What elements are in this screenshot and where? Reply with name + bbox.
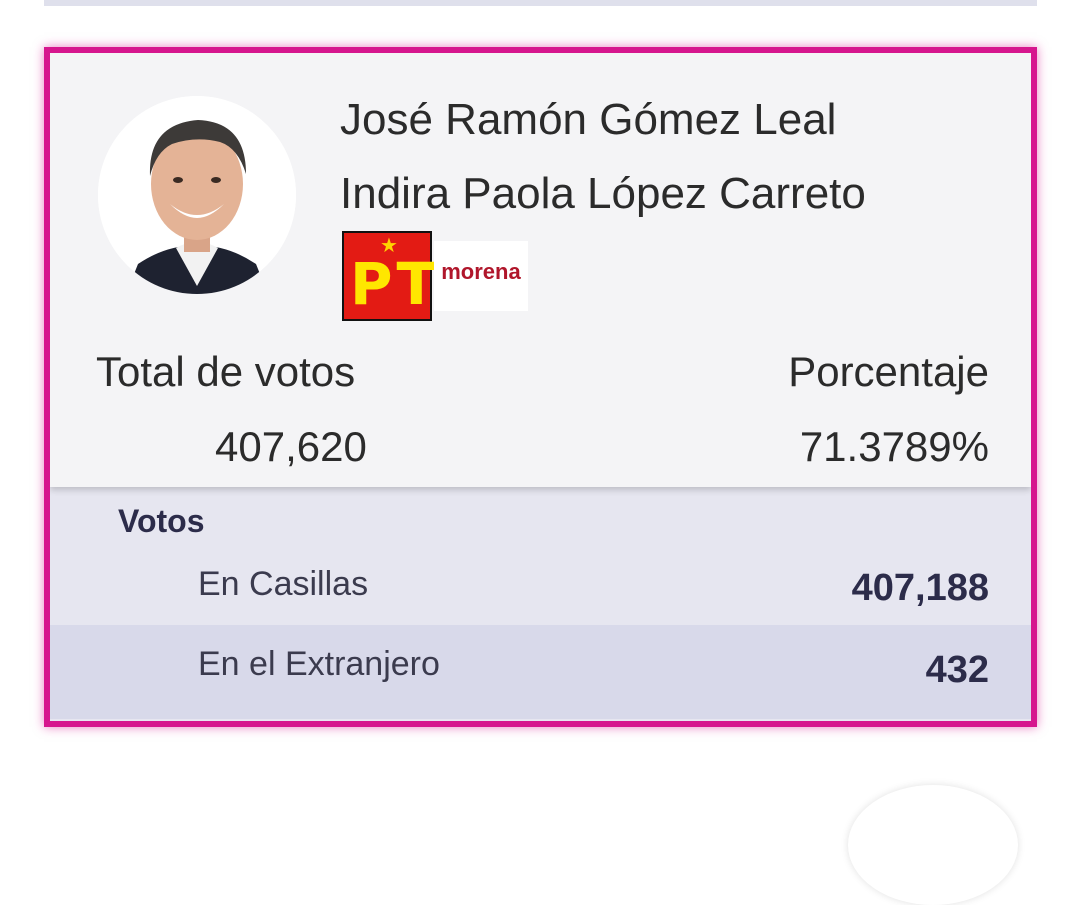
percentage-label: Porcentaje — [788, 348, 989, 395]
candidate-result-card[interactable]: José Ramón Gómez Leal Indira Paola López… — [44, 47, 1037, 727]
row-label-extranjero: En el Extranjero — [198, 645, 440, 683]
row-value-extranjero: 432 — [925, 649, 989, 691]
top-divider — [44, 0, 1037, 6]
total-votes-value: 407,620 — [215, 423, 367, 470]
morena-party-logo: morena — [434, 241, 528, 311]
pt-logo-letters: PT — [350, 250, 441, 318]
row-value-casillas: 407,188 — [851, 567, 989, 609]
candidate-portrait-icon — [98, 96, 296, 294]
floating-action-button[interactable] — [848, 785, 1018, 905]
total-votes-label: Total de votos — [96, 348, 356, 395]
pt-party-logo: ★ PT — [342, 231, 436, 321]
table-row: En Casillas 407,188 — [50, 545, 1031, 639]
candidate-name-primary: José Ramón Gómez Leal — [340, 95, 837, 144]
card-header: José Ramón Gómez Leal Indira Paola López… — [50, 53, 1031, 487]
percentage-value: 71.3789% — [799, 423, 989, 470]
candidate-name-substitute: Indira Paola López Carreto — [340, 169, 866, 218]
avatar — [98, 96, 296, 294]
row-label-casillas: En Casillas — [198, 565, 369, 603]
table-row: En el Extranjero 432 — [50, 625, 1031, 719]
candidate-names: José Ramón Gómez Leal Indira Paola López… — [340, 83, 866, 231]
star-icon: ★ — [380, 235, 398, 257]
votes-breakdown: Votos En Casillas 407,188 En el Extranje… — [50, 487, 1031, 721]
votes-section-title: Votos — [118, 503, 205, 539]
